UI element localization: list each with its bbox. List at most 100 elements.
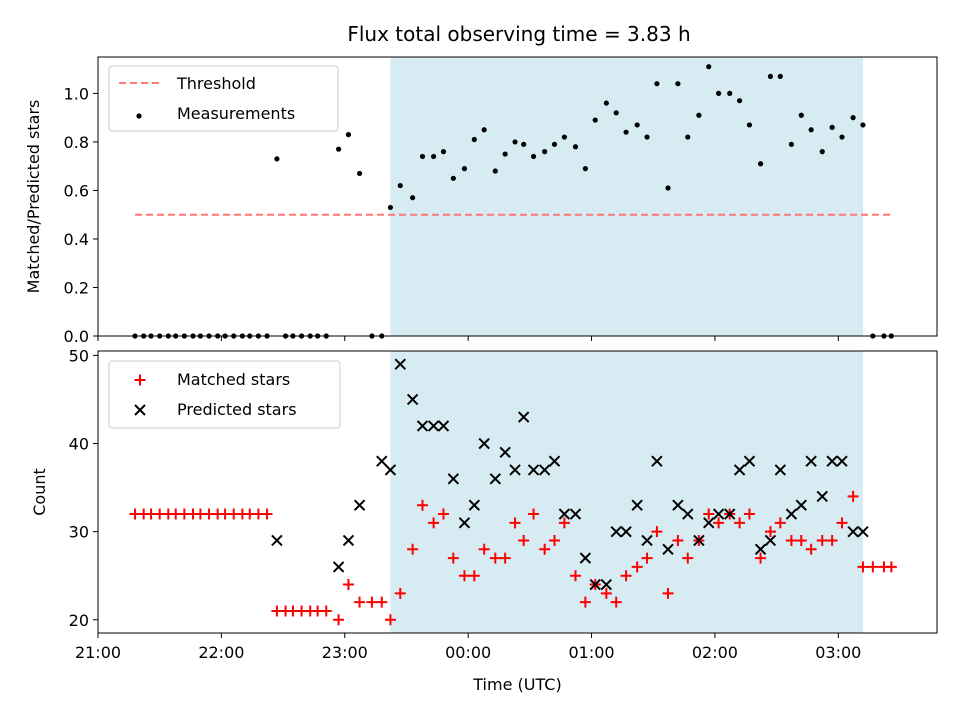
y-tick-label: 20	[69, 611, 89, 630]
matched-star-point	[662, 587, 674, 599]
matched-star-point	[509, 517, 521, 529]
predicted-star-point	[795, 499, 807, 511]
measurement-point	[696, 112, 702, 118]
top-x-axis-ticks	[97, 336, 839, 341]
measurement-point	[572, 144, 579, 150]
matched-star-point	[478, 543, 490, 555]
measurement-point	[613, 110, 619, 116]
predicted-star-point	[384, 464, 397, 476]
matched-star-point	[528, 508, 540, 520]
predicted-star-point	[589, 578, 601, 591]
top-y-axis-ticks: 0.0 0.2 0.4 0.6 0.8 1.0	[64, 84, 98, 346]
matched-star-point	[416, 499, 428, 511]
predicted-star-point	[447, 473, 460, 485]
predicted-star-point	[517, 411, 530, 423]
matched-star-point	[641, 552, 653, 564]
matched-star-point	[384, 614, 396, 626]
y-tick-label: 1.0	[64, 84, 89, 103]
matched-star-point	[755, 552, 767, 564]
measurement-point	[440, 149, 447, 155]
predicted-star-point	[743, 455, 756, 467]
measurement-point	[561, 134, 567, 140]
predicted-star-point	[499, 446, 511, 459]
top-legend: Threshold Measurements	[108, 65, 339, 132]
matched-star-point	[600, 587, 612, 599]
measurement-point	[860, 122, 866, 128]
chart-title: Flux total observing time = 3.83 h	[347, 22, 690, 46]
measurement-point	[542, 149, 548, 155]
bottom-observing-span	[390, 351, 863, 633]
predicted-star-point	[733, 464, 746, 476]
measurement-point	[808, 127, 814, 133]
matched-star-point	[489, 552, 501, 564]
measurement-point	[623, 129, 629, 135]
measurement-point	[481, 127, 487, 133]
measurement-point	[582, 166, 588, 172]
predicted-star-point	[579, 552, 592, 564]
measurement-point	[644, 134, 650, 140]
matched-star-point	[631, 561, 643, 573]
predicted-star-point	[682, 508, 694, 520]
legend-measurement-swatch	[136, 113, 142, 119]
predicted-star-point	[610, 525, 622, 538]
measurement-point	[685, 134, 691, 140]
y-tick-label: 50	[69, 346, 89, 365]
matched-star-point	[816, 534, 828, 546]
matched-star-point	[428, 517, 440, 529]
legend-predicted-swatch	[134, 404, 146, 416]
matched-star-point	[320, 605, 332, 617]
predicted-star-point	[764, 534, 777, 547]
measurement-point	[654, 81, 660, 87]
matched-star-point	[836, 517, 848, 529]
predicted-star-point	[785, 508, 798, 520]
matched-star-point	[734, 517, 746, 529]
measurement-point	[736, 98, 743, 104]
predicted-star-point	[548, 455, 561, 467]
matched-star-point	[437, 508, 449, 520]
predicted-star-point	[509, 464, 521, 476]
legend-box	[108, 65, 339, 132]
matched-star-point	[885, 561, 897, 573]
bottom-axes-frame	[97, 350, 938, 634]
matched-star-point	[468, 570, 480, 582]
measurement-point	[345, 132, 352, 138]
bottom-x-axis-ticks: 21:00 22:00 23:00 00:00 01:00 02:00 03:00	[75, 633, 861, 662]
top-observing-span	[390, 57, 863, 336]
bottom-legend: Matched stars Predicted stars	[108, 360, 341, 429]
matched-star-point	[785, 534, 797, 546]
measurement-point	[788, 141, 795, 147]
x-tick-label: 00:00	[445, 643, 491, 662]
measurement-point	[829, 124, 835, 130]
matched-star-point	[558, 517, 570, 529]
matched-star-point	[458, 570, 470, 582]
legend-predicted-label: Predicted stars	[177, 400, 297, 419]
matched-star-point	[499, 552, 511, 564]
matched-star-point	[569, 570, 581, 582]
predicted-star-point	[712, 508, 725, 520]
measurement-point	[675, 81, 681, 87]
predicted-star-point	[693, 534, 705, 547]
predicted-star-point	[416, 420, 429, 432]
measurement-point	[819, 149, 825, 155]
measurement-point	[592, 117, 598, 123]
matched-star-point	[672, 534, 684, 546]
matched-star-point	[447, 552, 459, 564]
predicted-star-point	[641, 534, 653, 547]
bottom-y-axis-label: Count	[30, 468, 49, 516]
matched-star-point	[394, 587, 406, 599]
matched-star-point	[261, 508, 273, 520]
matched-star-point	[651, 526, 663, 538]
predicted-star-point	[406, 393, 419, 406]
matched-star-point	[795, 534, 807, 546]
measurement-point	[356, 170, 363, 177]
predicted-star-point	[527, 464, 540, 476]
ratio-panel: 0.0 0.2 0.4 0.6 0.8 1.0 Matched/Predicted sta…	[24, 56, 938, 346]
matched-star-point	[333, 614, 345, 626]
matched-stars-points	[129, 490, 897, 626]
predicted-star-point	[458, 517, 471, 529]
measurement-point	[777, 73, 783, 80]
measurement-point	[551, 141, 558, 147]
predicted-star-point	[342, 534, 355, 547]
matched-star-point	[366, 596, 378, 608]
